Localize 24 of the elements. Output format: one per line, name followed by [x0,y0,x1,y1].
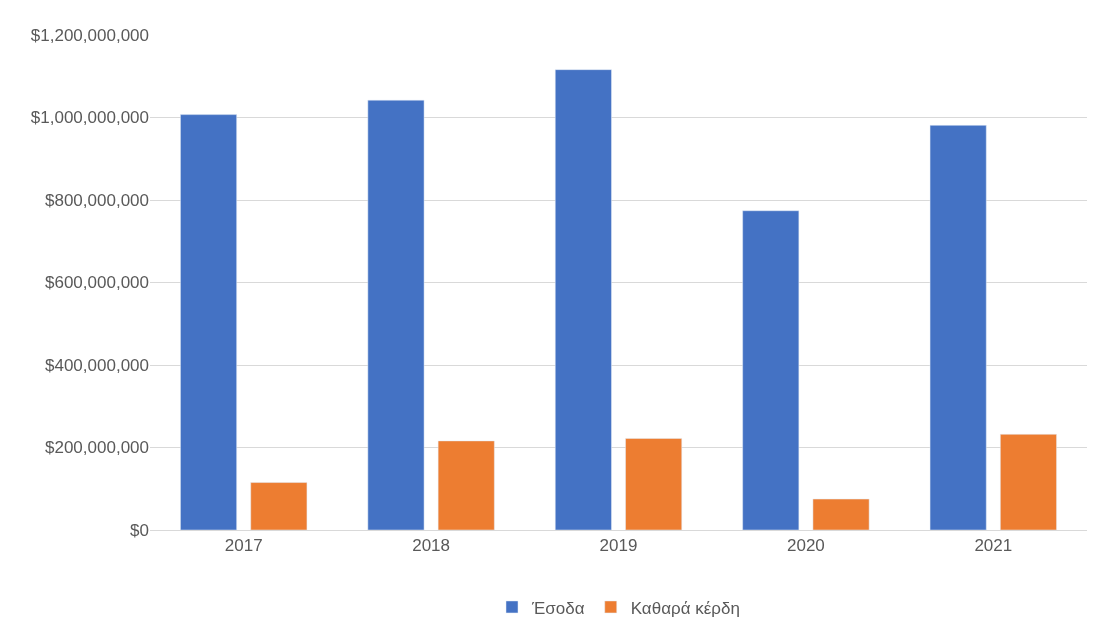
x-tick-label: 2019 [599,536,638,556]
x-tick-label: 2020 [786,536,825,556]
bar [742,210,800,530]
y-tick-label: $600,000,000 [45,273,149,293]
x-tick-label: 2017 [224,536,263,556]
y-tick-label: $400,000,000 [45,355,149,375]
bar [437,440,495,530]
bar [625,438,682,530]
y-tick-label: $0 [130,520,149,540]
y-tick-label: $1,000,000,000 [30,108,149,128]
bar [367,99,425,530]
bar [250,482,308,530]
x-tick-label: 2021 [974,536,1013,556]
bar [1000,434,1057,530]
legend-label: Έσοδα [531,598,585,618]
bar [180,114,237,530]
y-tick-label: $1,200,000,000 [30,25,149,45]
x-tick-label: 2018 [412,536,451,556]
y-tick-label: $800,000,000 [45,190,149,210]
y-tick-label: $200,000,000 [45,438,149,458]
bar [929,125,987,530]
bar [555,69,612,530]
legend-label: Καθαρά κέρδη [630,598,740,618]
bar [812,498,870,530]
